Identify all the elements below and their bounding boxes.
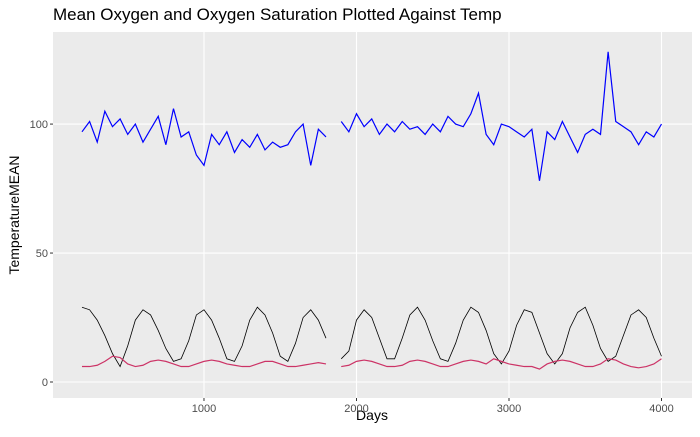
y-tick-label: 0 — [42, 377, 48, 389]
y-axis-label: TemperatureMEAN — [6, 155, 22, 274]
x-tick-label: 3000 — [497, 403, 521, 415]
chart-title: Mean Oxygen and Oxygen Saturation Plotte… — [53, 5, 502, 24]
x-tick-label: 1000 — [192, 403, 216, 415]
lines — [81, 51, 663, 370]
x-tick-label: 2000 — [344, 403, 368, 415]
grid — [53, 32, 692, 398]
panel — [53, 32, 692, 398]
series-line — [81, 51, 663, 181]
y-tick-label: 100 — [30, 119, 48, 131]
y-tick-label: 50 — [36, 248, 48, 260]
series-line — [81, 355, 662, 370]
x-tick-label: 4000 — [649, 403, 673, 415]
x-axis-label: Days — [356, 407, 388, 423]
